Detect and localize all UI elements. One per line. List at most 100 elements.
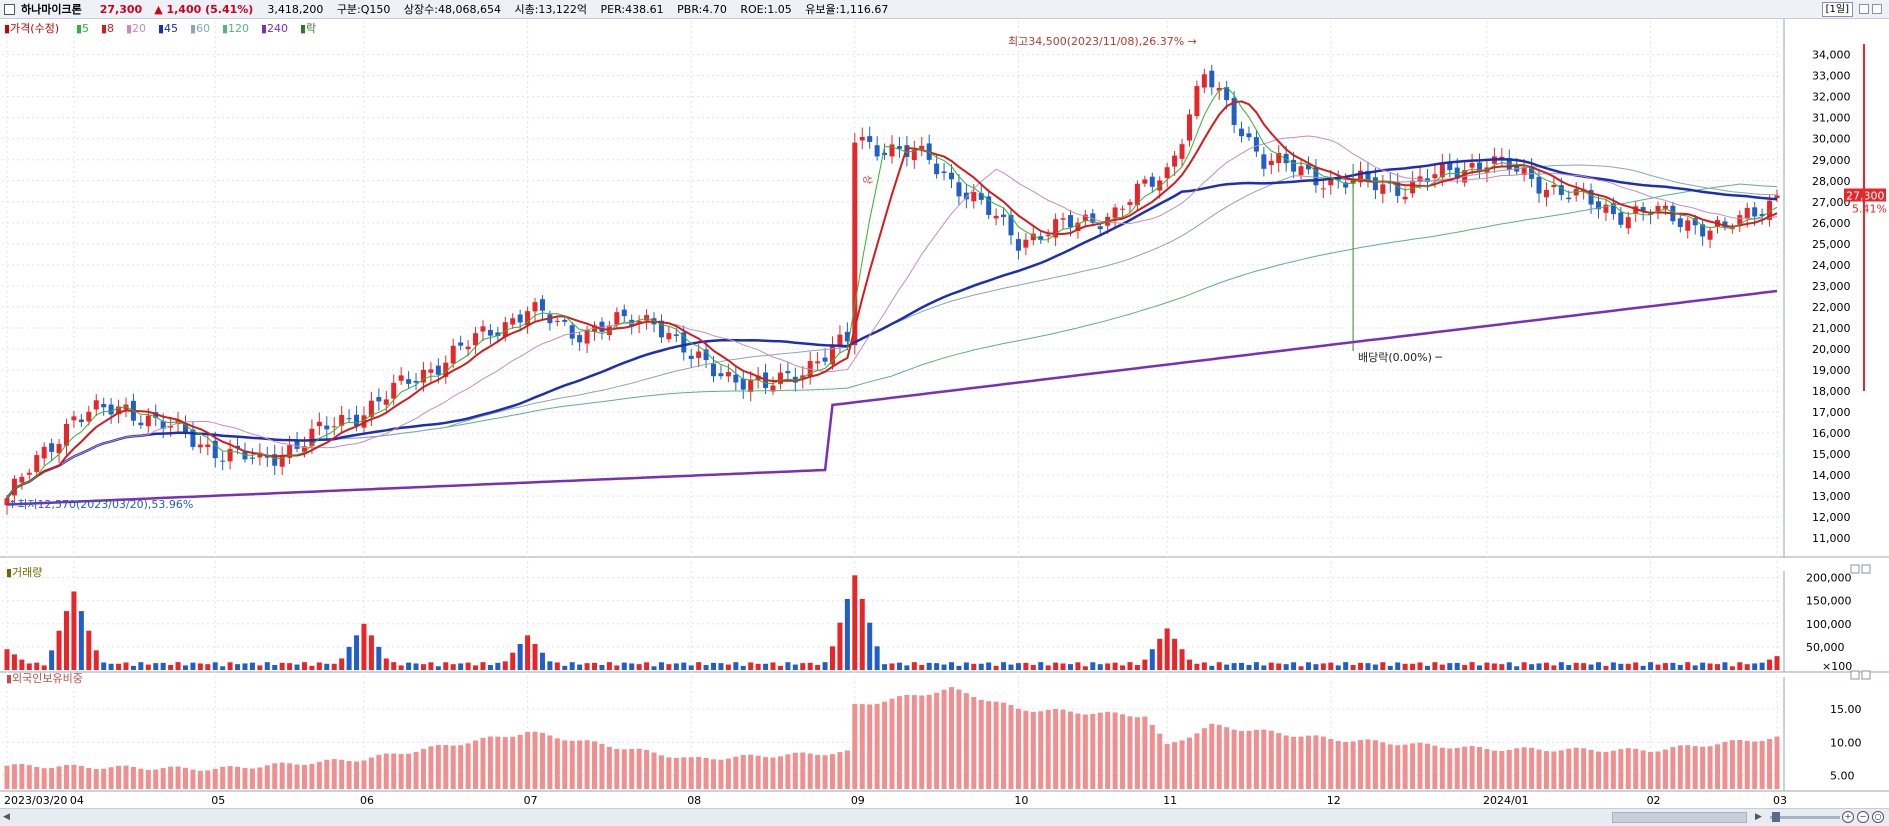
volume-bar <box>435 666 441 670</box>
foreign-title: ▮외국인보유비중 <box>6 672 83 685</box>
volume-bar <box>569 662 575 670</box>
price-tick-label: 33,000 <box>1812 70 1851 83</box>
foreign-bar <box>1276 733 1282 789</box>
foreign-bar <box>748 754 754 789</box>
ceiling-mark: 상 <box>861 175 873 184</box>
volume-bar <box>279 662 285 670</box>
foreign-bar <box>1186 737 1192 789</box>
foreign-bar <box>153 769 159 789</box>
volume-bar <box>1506 662 1512 670</box>
candle-body <box>1759 214 1765 217</box>
candle-body <box>1610 203 1616 215</box>
foreign-bar <box>1633 748 1639 789</box>
foreign-bar <box>287 763 293 789</box>
pct-tag-text: 5.41% <box>1852 202 1887 215</box>
candle-body <box>1045 235 1051 237</box>
zoom-slider-track[interactable] <box>1770 816 1840 819</box>
period-selector[interactable]: [1일] <box>1821 2 1853 17</box>
volume-bar <box>629 663 635 670</box>
foreign-bar <box>606 746 612 789</box>
volume-bar <box>1410 663 1416 670</box>
price-tick-label: 13,000 <box>1812 490 1851 503</box>
volume-bar <box>480 662 486 670</box>
candle-body <box>443 362 449 377</box>
scroll-thumb[interactable] <box>1612 812 1747 823</box>
candle-body <box>1551 185 1557 188</box>
candle-body <box>592 325 598 332</box>
price-tick-label: 22,000 <box>1812 301 1851 314</box>
volume-bar <box>406 662 412 670</box>
scroll-left-icon[interactable]: ◀ <box>3 812 10 822</box>
foreign-bar <box>1677 745 1683 789</box>
volume-bar <box>1023 662 1029 670</box>
foreign-bar <box>458 745 464 789</box>
foreign-bar <box>629 748 635 789</box>
candle-body <box>740 378 746 390</box>
foreign-bar <box>830 754 836 789</box>
candle-body <box>383 399 389 405</box>
foreign-bar <box>406 753 412 789</box>
foreign-bar <box>26 765 32 789</box>
volume-bar <box>1134 664 1140 670</box>
panel-close-icon[interactable] <box>1872 4 1882 14</box>
volume-bar <box>971 663 977 670</box>
volume-bar <box>1313 664 1319 670</box>
foreign-tick-label: 10.00 <box>1830 736 1862 749</box>
volume-bar <box>257 665 263 670</box>
foreign-bar <box>391 753 397 789</box>
volume-bar <box>1618 663 1624 670</box>
zoom-in-icon[interactable]: + <box>1842 811 1854 823</box>
candle-body <box>1767 200 1773 220</box>
candle-body <box>1365 170 1371 181</box>
volume-bar <box>1186 659 1192 670</box>
volume-tick-label: 150,000 <box>1806 595 1852 608</box>
foreign-bar <box>681 757 687 789</box>
volume-bar <box>93 650 99 670</box>
foreign-bar <box>703 757 709 789</box>
volume-bar <box>1477 665 1483 670</box>
volume-bar <box>956 665 962 670</box>
candle-body <box>301 446 307 452</box>
candle-body <box>279 455 285 467</box>
candle-body <box>1432 174 1438 179</box>
foreign-bar <box>1506 749 1512 789</box>
foreign-bar <box>398 754 404 789</box>
volume-bar <box>1067 664 1073 670</box>
volume-bar <box>599 664 605 670</box>
candle-body <box>1328 178 1334 186</box>
per-stat: PER:438.61 <box>600 3 664 16</box>
legend-rights: ▮락 <box>300 22 316 35</box>
foreign-bar <box>78 766 84 789</box>
low-annotation: ↑최저12,570(2023/03/20),53.96% <box>8 498 193 511</box>
chart-area[interactable]: 11,000 12,000 13,000 14,000 15,000 16,000 17,0… <box>0 19 1889 808</box>
candle-body <box>666 333 672 340</box>
zoom-slider-knob[interactable] <box>1772 812 1780 822</box>
candle-body <box>1536 176 1542 194</box>
foreign-tick-label: 15.00 <box>1830 703 1862 716</box>
zoom-reset-icon[interactable]: ○ <box>1872 811 1884 823</box>
foreign-bar <box>934 692 940 789</box>
candle-body <box>116 406 122 415</box>
candle-body <box>532 302 538 312</box>
volume-bar <box>592 662 598 670</box>
volume-stat: 3,418,200 <box>267 3 324 16</box>
ma20-line <box>6 135 1778 499</box>
panel-minimize-icon[interactable] <box>1859 4 1869 14</box>
chart-scrollbar[interactable]: ◀ ▶ + − ○ <box>0 808 1889 826</box>
zoom-out-icon[interactable]: − <box>1857 811 1869 823</box>
volume-bar <box>398 665 404 670</box>
volume-bar <box>1380 662 1386 670</box>
foreign-bar <box>941 689 947 789</box>
scroll-right-icon[interactable]: ▶ <box>1755 812 1762 822</box>
volume-bar <box>904 665 910 670</box>
foreign-bar <box>926 694 932 789</box>
volume-tick-label: 100,000 <box>1806 618 1852 631</box>
candle-body <box>1276 152 1282 163</box>
candle-body <box>1439 163 1445 178</box>
volume-bar <box>130 665 136 670</box>
checkbox-icon[interactable] <box>4 3 15 15</box>
foreign-bar <box>1655 751 1661 789</box>
foreign-bar <box>1343 741 1349 789</box>
foreign-bar <box>220 766 226 789</box>
candle-body <box>539 299 545 311</box>
